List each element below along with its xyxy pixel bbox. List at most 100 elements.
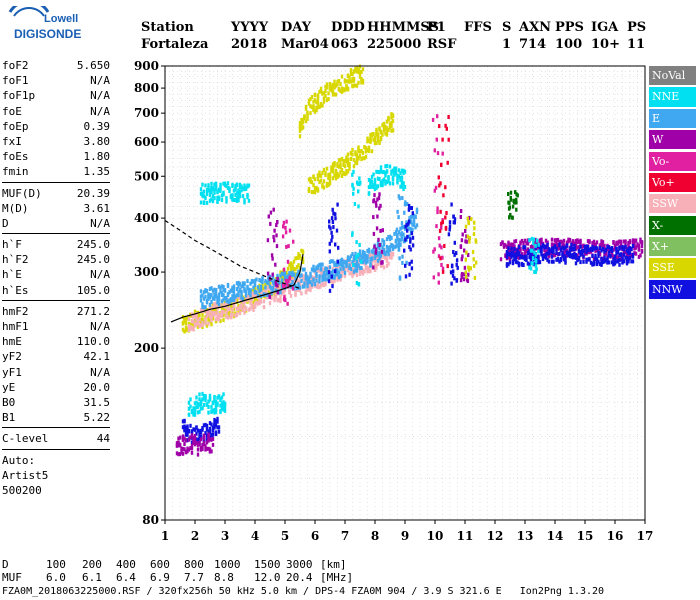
echo-point (360, 149, 363, 153)
echo-point (618, 245, 621, 250)
echo-point (319, 273, 323, 278)
echo-point (240, 306, 243, 311)
echo-point (630, 259, 633, 264)
echo-point (222, 285, 225, 289)
param-name: M(D) (2, 201, 29, 215)
echo-point (250, 289, 254, 293)
echo-point (377, 196, 381, 201)
echo-point (199, 317, 203, 322)
echo-point (337, 270, 341, 275)
echo-point (379, 180, 383, 185)
echo-point (543, 244, 546, 249)
echo-point (342, 171, 345, 176)
echo-point (529, 266, 533, 271)
echo-point (579, 239, 582, 244)
echo-point (332, 211, 335, 216)
echo-point (282, 290, 285, 295)
echo-point (225, 298, 228, 303)
echo-point (463, 248, 466, 253)
header-label-7: S (502, 20, 512, 35)
echo-point (334, 173, 338, 178)
echo-point (330, 88, 333, 93)
echo-point (213, 308, 216, 313)
echo-point (234, 298, 237, 303)
echo-point (195, 425, 198, 430)
x-tick-label: 8 (371, 529, 379, 543)
echo-point (328, 249, 331, 254)
echo-point (325, 277, 329, 282)
echo-point (546, 251, 549, 256)
echo-point (307, 98, 311, 103)
echo-point (249, 293, 252, 298)
echo-point (186, 438, 189, 443)
echo-point (639, 237, 642, 242)
echo-point (598, 251, 602, 256)
echo-point (204, 394, 207, 399)
echo-point (577, 256, 581, 260)
x-tick-label: 3 (221, 529, 229, 543)
echo-point (304, 276, 308, 281)
echo-point (322, 283, 326, 288)
echo-point (325, 267, 329, 271)
echo-point (473, 263, 476, 268)
echo-point (298, 288, 302, 293)
echo-point (282, 272, 285, 277)
echo-point (357, 80, 360, 85)
param-name: yF2 (2, 350, 22, 364)
echo-point (358, 182, 361, 187)
echo-point (310, 180, 314, 185)
echo-point (595, 240, 599, 245)
echo-point (525, 241, 528, 246)
echo-point (400, 233, 404, 238)
echo-point (318, 170, 321, 175)
echo-point (273, 278, 276, 283)
echo-point (514, 254, 518, 259)
echo-point (465, 234, 468, 239)
echo-point (190, 433, 194, 438)
echo-point (232, 306, 236, 311)
echo-point (505, 252, 509, 257)
echo-point (601, 240, 605, 245)
echo-point (220, 291, 224, 296)
echo-point (186, 316, 189, 321)
echo-point (283, 273, 287, 278)
echo-point (342, 269, 345, 274)
echo-point (583, 251, 587, 256)
echo-point (354, 262, 357, 267)
echo-point (273, 288, 276, 293)
echo-point (565, 243, 569, 248)
echo-point (355, 83, 359, 88)
echo-point (222, 313, 225, 318)
echo-point (411, 235, 415, 240)
echo-point (411, 222, 414, 227)
echo-point (183, 428, 186, 433)
echo-point (283, 295, 286, 300)
echo-point (187, 400, 191, 405)
echo-point (637, 243, 641, 248)
echo-point (384, 126, 387, 131)
echo-point (228, 313, 231, 318)
echo-point (255, 290, 258, 295)
echo-point (208, 302, 212, 307)
echo-point (211, 437, 215, 441)
echo-point (181, 425, 185, 430)
echo-point (598, 262, 602, 266)
echo-point (243, 305, 246, 309)
echo-point (358, 269, 362, 274)
echo-point (627, 242, 630, 247)
echo-point (564, 245, 567, 250)
echo-point (216, 295, 219, 300)
echo-point (601, 260, 605, 265)
echo-point (216, 395, 219, 400)
echo-point (307, 189, 311, 194)
echo-point (226, 307, 230, 312)
echo-point (460, 272, 464, 276)
echo-point (274, 280, 277, 285)
echo-point (363, 156, 366, 161)
echo-point (219, 312, 222, 317)
echo-point (381, 245, 384, 250)
echo-point (577, 248, 581, 253)
echo-column-13 (351, 169, 363, 287)
echo-point (330, 165, 333, 170)
echo-point (271, 272, 274, 277)
